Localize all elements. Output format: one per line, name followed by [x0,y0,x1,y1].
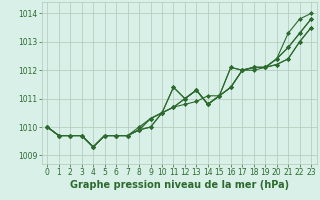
X-axis label: Graphe pression niveau de la mer (hPa): Graphe pression niveau de la mer (hPa) [70,180,289,190]
